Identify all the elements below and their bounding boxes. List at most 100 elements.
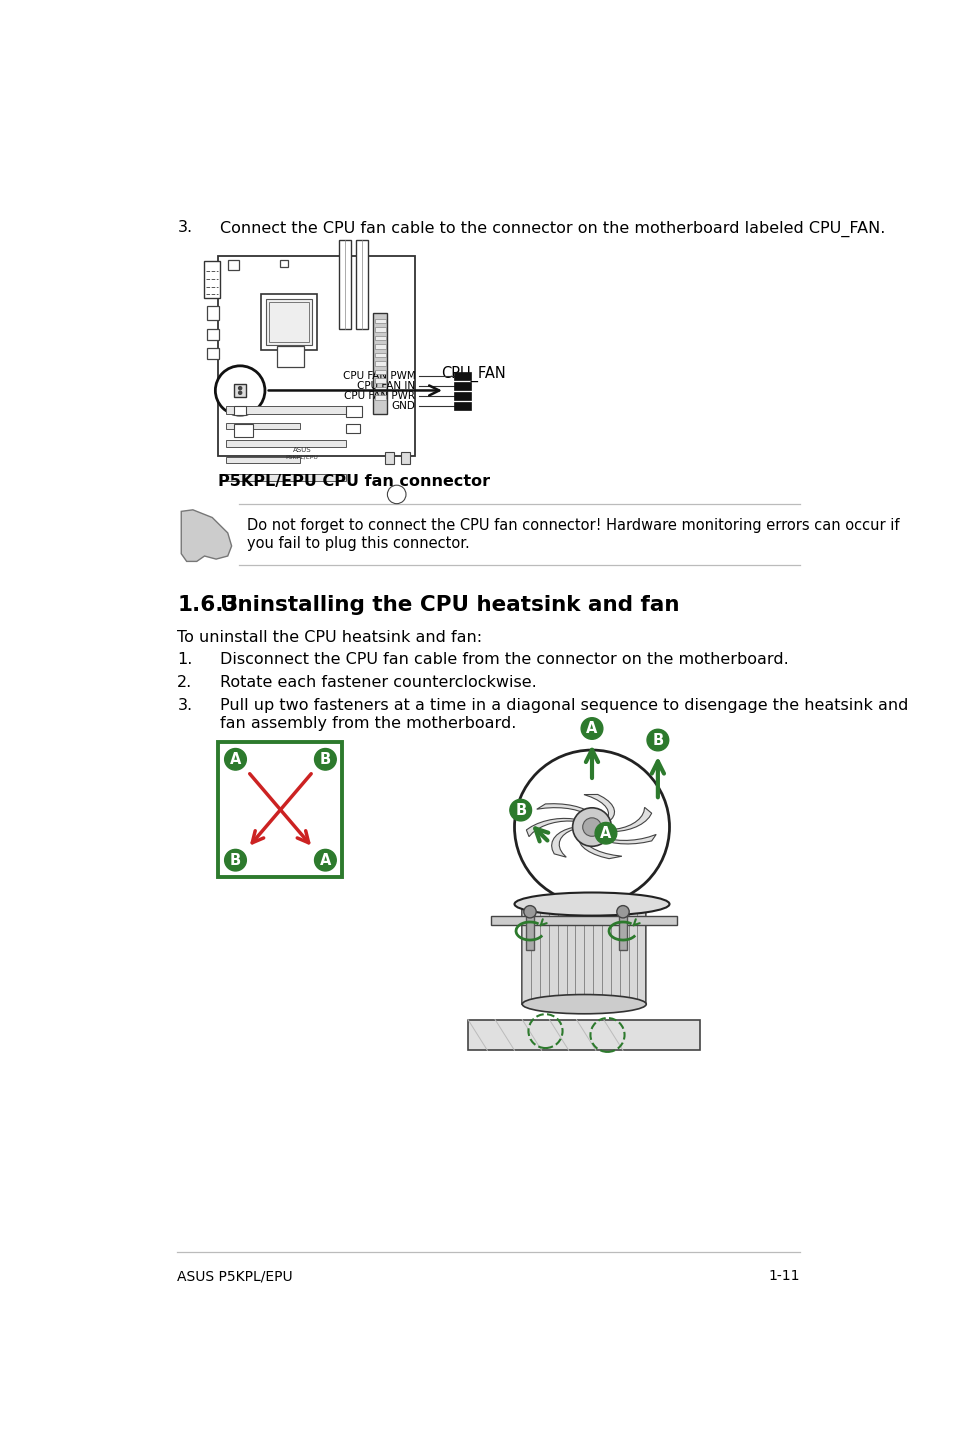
Bar: [385, 452, 394, 464]
Text: Disconnect the CPU fan cable from the connector on the motherboard.: Disconnect the CPU fan cable from the co…: [220, 651, 788, 666]
Circle shape: [238, 387, 241, 390]
Bar: [233, 424, 253, 437]
Bar: [373, 313, 387, 414]
Text: ASUS: ASUS: [293, 447, 311, 453]
Bar: [375, 336, 385, 341]
Polygon shape: [578, 834, 621, 858]
Text: 1.: 1.: [177, 651, 193, 666]
Bar: [454, 383, 471, 390]
Bar: [375, 395, 385, 400]
Bar: [261, 295, 316, 349]
Text: 2.: 2.: [177, 674, 193, 690]
Text: P5KPL/EPU CPU fan connector: P5KPL/EPU CPU fan connector: [218, 475, 490, 489]
Text: A: A: [586, 720, 598, 736]
Text: you fail to plug this connector.: you fail to plug this connector.: [247, 536, 470, 551]
Bar: [454, 403, 471, 410]
Text: B: B: [652, 732, 662, 748]
Text: 1.6.3: 1.6.3: [177, 594, 238, 614]
Circle shape: [580, 718, 602, 739]
Bar: [521, 905, 645, 1004]
Bar: [226, 473, 346, 482]
Bar: [207, 306, 219, 319]
Bar: [468, 1020, 700, 1050]
Text: ASUS P5KPL/EPU: ASUS P5KPL/EPU: [177, 1270, 293, 1283]
Bar: [207, 329, 219, 339]
Bar: [375, 378, 385, 383]
Text: CPU FAN IN: CPU FAN IN: [356, 381, 415, 391]
Polygon shape: [595, 834, 656, 844]
Bar: [228, 260, 238, 269]
Text: P5KPL/EPU: P5KPL/EPU: [285, 454, 318, 460]
Circle shape: [595, 823, 617, 844]
Circle shape: [523, 906, 536, 917]
Circle shape: [314, 850, 335, 871]
Text: Uninstalling the CPU heatsink and fan: Uninstalling the CPU heatsink and fan: [220, 594, 679, 614]
Bar: [338, 240, 351, 329]
Text: B: B: [515, 802, 526, 818]
Text: 3.: 3.: [177, 220, 193, 236]
Bar: [375, 387, 385, 391]
Text: Connect the CPU fan cable to the connector on the motherboard labeled CPU_FAN.: Connect the CPU fan cable to the connect…: [220, 220, 884, 236]
Bar: [226, 440, 346, 447]
Circle shape: [314, 749, 335, 771]
Bar: [375, 319, 385, 324]
Polygon shape: [537, 804, 595, 818]
Polygon shape: [181, 510, 232, 561]
Bar: [266, 299, 312, 345]
Polygon shape: [583, 794, 614, 823]
Bar: [346, 424, 360, 433]
Bar: [226, 457, 299, 463]
Circle shape: [509, 800, 531, 821]
Circle shape: [238, 391, 241, 394]
Text: B: B: [230, 853, 241, 867]
Bar: [400, 452, 410, 464]
Polygon shape: [551, 827, 575, 857]
Bar: [346, 406, 361, 417]
Text: CPU_FAN: CPU_FAN: [440, 365, 505, 383]
Circle shape: [215, 365, 265, 416]
Circle shape: [572, 808, 611, 847]
Bar: [375, 352, 385, 358]
Bar: [454, 393, 471, 400]
Polygon shape: [526, 818, 580, 837]
Text: Do not forget to connect the CPU fan connector! Hardware monitoring errors can o: Do not forget to connect the CPU fan con…: [247, 518, 899, 532]
Text: CPU FAN PWM: CPU FAN PWM: [342, 371, 415, 381]
Text: 3.: 3.: [177, 697, 193, 713]
Text: GND: GND: [391, 401, 415, 411]
Text: A: A: [230, 752, 241, 766]
Text: B: B: [319, 752, 331, 766]
Circle shape: [224, 850, 246, 871]
Bar: [218, 742, 342, 877]
Polygon shape: [606, 807, 651, 831]
Bar: [226, 406, 346, 414]
Bar: [491, 916, 677, 925]
Bar: [269, 302, 309, 342]
Bar: [276, 345, 303, 367]
Text: Rotate each fastener counterclockwise.: Rotate each fastener counterclockwise.: [220, 674, 537, 690]
Bar: [233, 384, 246, 397]
Bar: [355, 240, 368, 329]
Circle shape: [646, 729, 668, 751]
Bar: [375, 370, 385, 374]
Text: To uninstall the CPU heatsink and fan:: To uninstall the CPU heatsink and fan:: [177, 630, 482, 644]
Circle shape: [387, 485, 406, 503]
Circle shape: [617, 906, 629, 917]
Bar: [525, 912, 534, 951]
Bar: [454, 372, 471, 380]
Bar: [204, 262, 220, 298]
Bar: [618, 912, 626, 951]
Text: fan assembly from the motherboard.: fan assembly from the motherboard.: [220, 716, 516, 731]
Bar: [375, 344, 385, 349]
Text: 1-11: 1-11: [767, 1270, 799, 1283]
Circle shape: [224, 749, 246, 771]
Bar: [375, 361, 385, 365]
Text: A: A: [319, 853, 331, 867]
Bar: [207, 348, 219, 360]
Bar: [375, 328, 385, 332]
Bar: [233, 406, 245, 416]
Ellipse shape: [521, 995, 645, 1014]
Bar: [218, 256, 415, 456]
Text: CPU FAN PWR: CPU FAN PWR: [344, 391, 415, 401]
Text: Pull up two fasteners at a time in a diagonal sequence to disengage the heatsink: Pull up two fasteners at a time in a dia…: [220, 697, 907, 713]
Bar: [226, 423, 299, 429]
